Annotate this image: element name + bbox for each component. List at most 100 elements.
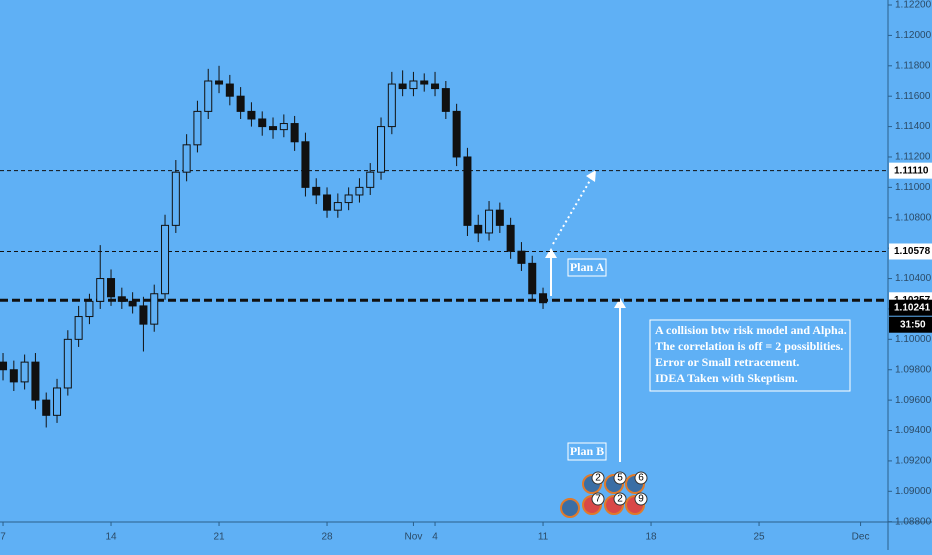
x-tick-label: 25	[753, 532, 765, 543]
level-label-box	[889, 162, 932, 179]
x-tick-label: 14	[105, 532, 117, 543]
event-badge	[591, 492, 605, 506]
candle-body	[474, 224, 483, 234]
plan-a-label: Plan A	[570, 260, 605, 274]
y-tick-label: 1.12000	[895, 30, 932, 41]
plan-a-box	[567, 258, 607, 277]
y-tick-label: 1.11600	[895, 91, 931, 102]
candle-body	[420, 80, 429, 85]
event-badge	[634, 471, 648, 485]
candle-body	[204, 80, 213, 112]
event-icon	[560, 498, 580, 518]
event-badge	[613, 492, 627, 506]
candle-body	[161, 224, 170, 295]
y-tick-label: 1.10800	[895, 212, 932, 223]
candle-body	[247, 110, 256, 120]
event-count: 6	[638, 473, 644, 484]
level-label: 1.10578	[894, 246, 931, 257]
candle-body	[431, 83, 440, 90]
event-badge	[613, 471, 627, 485]
arrow-head	[545, 248, 557, 258]
candle-body	[258, 118, 267, 128]
candle-body	[236, 95, 245, 112]
x-tick-label: 7	[0, 532, 6, 543]
candle-body	[139, 305, 148, 325]
note-line: A collision btw risk model and Alpha.	[655, 323, 847, 337]
countdown: 31:50	[900, 319, 926, 330]
y-tick-label: 1.11000	[895, 182, 931, 193]
x-tick-label: 21	[213, 532, 225, 543]
y-tick-label: 1.09000	[895, 486, 932, 497]
candle-body	[495, 209, 504, 226]
note-line: Error or Small retracement.	[655, 355, 799, 369]
candle-body	[9, 369, 18, 383]
candle-body	[409, 80, 418, 90]
candle-body	[74, 316, 83, 340]
y-tick-label: 1.11400	[895, 121, 931, 132]
candle-body	[377, 126, 386, 173]
note-line: IDEA Taken with Skeptism.	[655, 371, 798, 385]
y-tick-label: 1.09600	[895, 395, 932, 406]
candle-body	[355, 186, 364, 196]
candle-body	[506, 224, 515, 252]
last-price-label: 1.10241	[894, 302, 931, 313]
candle-body	[0, 361, 8, 371]
candle-body	[323, 194, 332, 211]
event-badge	[634, 492, 648, 506]
y-tick-label: 1.09400	[895, 425, 932, 436]
plan-b-box	[567, 442, 607, 461]
candle-body	[85, 300, 94, 318]
candle-body	[301, 141, 310, 188]
candle-body	[128, 300, 137, 307]
candle-body	[193, 110, 202, 146]
candle-body	[107, 278, 116, 298]
candle-body	[387, 83, 396, 128]
candle-body	[463, 156, 472, 226]
candle-body	[279, 123, 288, 131]
y-tick-label: 1.09800	[895, 364, 932, 375]
candle-body	[31, 361, 40, 401]
candle-body	[398, 83, 407, 90]
candle-body	[344, 194, 353, 204]
candle-body	[452, 110, 461, 158]
x-tick-label: Nov	[405, 532, 423, 543]
candle-body	[225, 83, 234, 97]
candle-body	[150, 293, 159, 325]
candle-body	[290, 123, 299, 143]
note-line: The correlation is off = 2 possiblities.	[655, 339, 843, 353]
level-label-box	[889, 243, 932, 260]
plan-b-label: Plan B	[570, 444, 604, 458]
x-tick-label: 28	[321, 532, 333, 543]
candle-body	[117, 296, 126, 302]
candle-body	[333, 202, 342, 211]
y-tick-label: 1.11200	[895, 152, 931, 163]
event-count: 7	[595, 494, 601, 505]
arrow-head	[614, 298, 626, 308]
candle-body	[366, 171, 375, 188]
event-count: 9	[638, 494, 644, 505]
event-count: 5	[617, 473, 623, 484]
x-tick-label: 4	[432, 532, 438, 543]
candle-body	[53, 387, 62, 416]
last-price-box	[889, 299, 932, 316]
candle-body	[269, 126, 278, 131]
y-tick-label: 1.10400	[895, 273, 932, 284]
candle-body	[96, 278, 105, 302]
y-tick-label: 1.10000	[895, 334, 932, 345]
y-tick-label: 1.11800	[895, 60, 931, 71]
candle-body	[441, 88, 450, 112]
x-tick-label: 11	[538, 532, 549, 543]
event-badge	[591, 471, 605, 485]
candle-body	[20, 361, 29, 383]
y-tick-label: 1.08800	[895, 516, 932, 527]
candle-body	[312, 186, 321, 196]
x-tick-label: Dec	[852, 532, 870, 543]
candle-body	[485, 209, 494, 234]
candle-body	[539, 293, 548, 304]
y-tick-label: 1.12200	[895, 0, 932, 11]
event-count: 2	[617, 494, 623, 505]
x-tick-label: 18	[645, 532, 657, 543]
